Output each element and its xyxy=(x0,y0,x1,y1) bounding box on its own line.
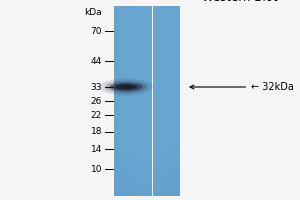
Bar xyxy=(114,153,180,154)
Bar xyxy=(114,172,180,173)
Bar xyxy=(114,190,180,191)
Bar xyxy=(114,195,180,196)
Text: ← 32kDa: ← 32kDa xyxy=(190,82,294,92)
Bar xyxy=(114,150,180,151)
Text: 18: 18 xyxy=(91,128,102,136)
Bar xyxy=(114,167,180,168)
Text: 22: 22 xyxy=(91,110,102,119)
Bar xyxy=(114,174,180,175)
Bar xyxy=(114,178,180,179)
Bar xyxy=(114,155,180,156)
Bar xyxy=(114,168,180,169)
Bar xyxy=(114,160,180,161)
Bar xyxy=(114,164,180,165)
Text: 10: 10 xyxy=(91,164,102,173)
Bar xyxy=(114,165,180,166)
Text: 14: 14 xyxy=(91,144,102,154)
Bar xyxy=(114,182,180,183)
Bar xyxy=(114,171,180,172)
Bar xyxy=(114,179,180,180)
Bar xyxy=(114,177,180,178)
Bar xyxy=(114,181,180,182)
Bar xyxy=(114,162,180,163)
Bar xyxy=(114,189,180,190)
Ellipse shape xyxy=(99,79,153,95)
Text: Western Blot: Western Blot xyxy=(202,0,278,4)
Bar xyxy=(114,166,180,167)
Bar xyxy=(114,149,180,150)
Text: 44: 44 xyxy=(91,56,102,66)
Ellipse shape xyxy=(119,85,133,89)
Bar xyxy=(114,186,180,187)
Bar xyxy=(114,148,180,149)
Text: 33: 33 xyxy=(91,83,102,92)
Ellipse shape xyxy=(110,83,142,91)
Bar xyxy=(114,159,180,160)
Bar xyxy=(114,191,180,192)
Bar xyxy=(114,154,180,155)
Bar xyxy=(114,194,180,195)
Bar xyxy=(114,193,180,194)
Bar xyxy=(114,175,180,176)
Bar xyxy=(114,151,180,152)
Bar xyxy=(114,170,180,171)
Bar xyxy=(114,173,180,174)
Bar xyxy=(114,180,180,181)
Text: 70: 70 xyxy=(91,26,102,36)
Text: kDa: kDa xyxy=(84,8,102,17)
Bar xyxy=(114,169,180,170)
Bar xyxy=(114,185,180,186)
Bar xyxy=(114,157,180,158)
Bar xyxy=(114,161,180,162)
Ellipse shape xyxy=(105,81,147,93)
Bar xyxy=(114,163,180,164)
Bar xyxy=(114,184,180,185)
Text: 26: 26 xyxy=(91,97,102,106)
Bar xyxy=(114,183,180,184)
Bar xyxy=(114,187,180,188)
Bar xyxy=(114,156,180,157)
Ellipse shape xyxy=(115,84,137,90)
Bar xyxy=(114,158,180,159)
Bar xyxy=(114,152,180,153)
Bar xyxy=(114,188,180,189)
Bar xyxy=(114,192,180,193)
Bar xyxy=(114,176,180,177)
